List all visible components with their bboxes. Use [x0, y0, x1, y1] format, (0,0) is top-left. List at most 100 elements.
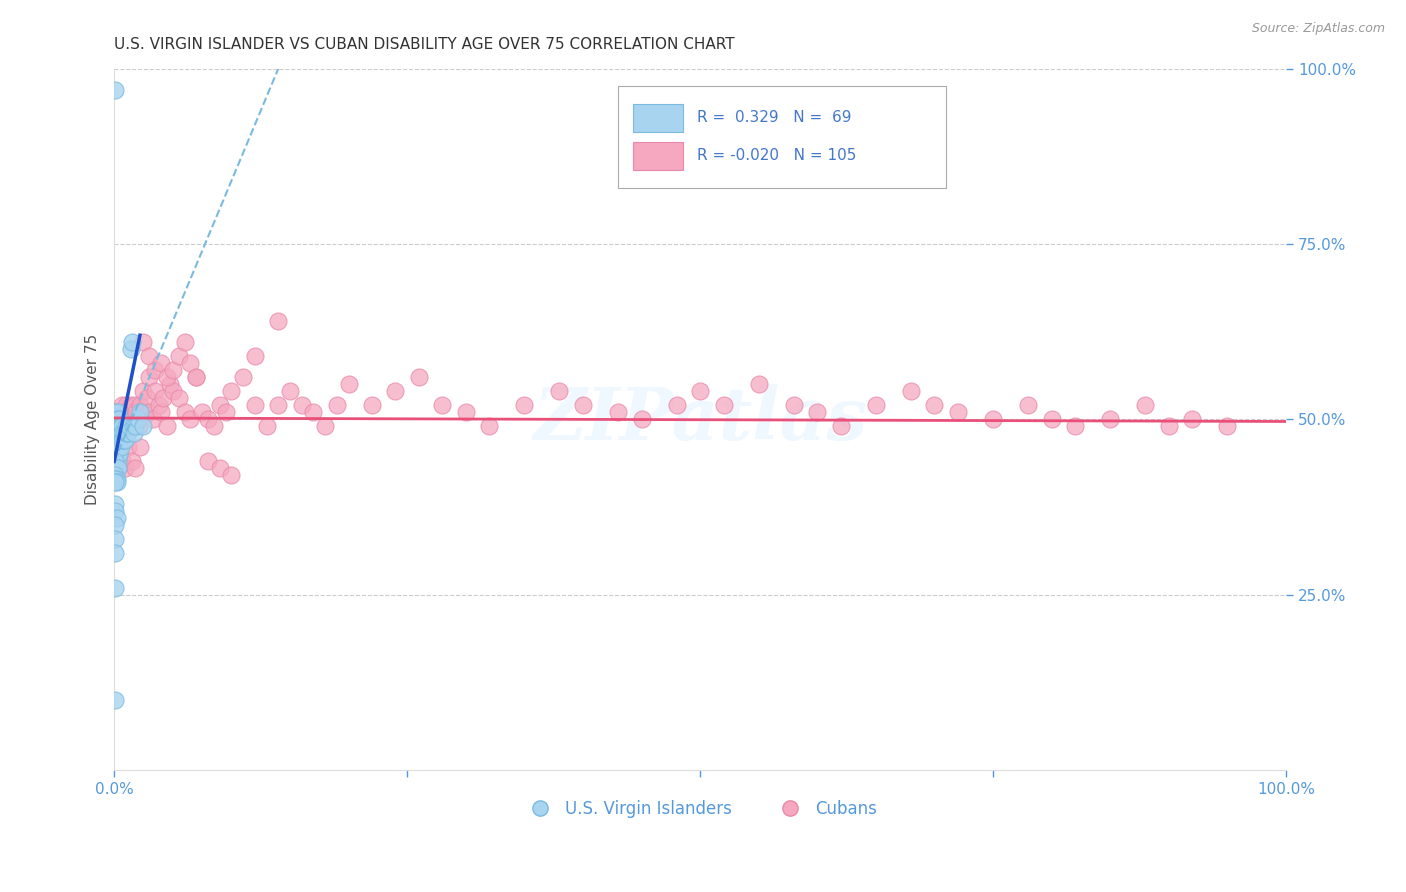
Point	[136, 392, 159, 406]
Point	[108, 441, 131, 455]
Point	[548, 384, 571, 399]
Point	[107, 454, 129, 468]
Point	[115, 426, 138, 441]
Point	[108, 412, 131, 426]
Point	[108, 405, 131, 419]
Point	[104, 454, 127, 468]
Point	[124, 461, 146, 475]
Point	[118, 419, 141, 434]
Point	[143, 384, 166, 399]
Point	[107, 441, 129, 455]
Point	[104, 472, 127, 486]
Point	[118, 419, 141, 434]
Point	[104, 434, 127, 448]
Point	[122, 412, 145, 426]
Point	[104, 517, 127, 532]
Point	[105, 510, 128, 524]
Point	[110, 434, 132, 448]
Point	[115, 426, 138, 441]
Point	[156, 370, 179, 384]
Point	[104, 503, 127, 517]
Point	[107, 405, 129, 419]
Point	[326, 398, 349, 412]
Point	[865, 398, 887, 412]
Point	[162, 363, 184, 377]
Text: R =  0.329   N =  69: R = 0.329 N = 69	[696, 111, 851, 126]
Point	[129, 398, 152, 412]
Point	[665, 398, 688, 412]
Point	[108, 426, 131, 441]
Point	[104, 426, 127, 441]
Point	[127, 412, 149, 426]
Point	[104, 475, 127, 490]
Point	[120, 398, 142, 412]
Point	[104, 419, 127, 434]
Point	[202, 419, 225, 434]
Point	[124, 419, 146, 434]
Y-axis label: Disability Age Over 75: Disability Age Over 75	[86, 334, 100, 505]
Point	[121, 405, 143, 419]
Text: Source: ZipAtlas.com: Source: ZipAtlas.com	[1251, 22, 1385, 36]
Point	[115, 405, 138, 419]
Point	[806, 405, 828, 419]
Point	[232, 370, 254, 384]
Point	[924, 398, 946, 412]
Point	[132, 419, 155, 434]
Point	[783, 398, 806, 412]
Point	[384, 384, 406, 399]
Point	[108, 434, 131, 448]
Point	[630, 412, 652, 426]
Point	[117, 426, 139, 441]
Point	[179, 356, 201, 370]
Point	[243, 398, 266, 412]
Point	[167, 349, 190, 363]
Point	[105, 441, 128, 455]
Point	[122, 419, 145, 434]
Point	[513, 398, 536, 412]
Point	[128, 419, 150, 434]
Point	[111, 398, 134, 412]
Point	[138, 405, 160, 419]
Point	[150, 356, 173, 370]
Point	[129, 441, 152, 455]
Point	[105, 472, 128, 486]
Bar	[633, 103, 682, 132]
Point	[408, 370, 430, 384]
Point	[191, 405, 214, 419]
Point	[108, 412, 131, 426]
Point	[117, 441, 139, 455]
Point	[105, 434, 128, 448]
Point	[946, 405, 969, 419]
Point	[129, 405, 152, 419]
Point	[105, 412, 128, 426]
Point	[1099, 412, 1122, 426]
Point	[132, 405, 155, 419]
Point	[1017, 398, 1039, 412]
Point	[173, 405, 195, 419]
Point	[121, 335, 143, 350]
Point	[112, 426, 135, 441]
Point	[256, 419, 278, 434]
Point	[114, 461, 136, 475]
Point	[104, 405, 127, 419]
Point	[900, 384, 922, 399]
Point	[748, 377, 770, 392]
Point	[243, 349, 266, 363]
Point	[221, 384, 243, 399]
Point	[132, 335, 155, 350]
Point	[111, 454, 134, 468]
Point	[197, 454, 219, 468]
Point	[156, 419, 179, 434]
Point	[197, 412, 219, 426]
Point	[122, 426, 145, 441]
Legend: U.S. Virgin Islanders, Cubans: U.S. Virgin Islanders, Cubans	[516, 794, 883, 825]
Point	[432, 398, 454, 412]
Point	[110, 426, 132, 441]
Point	[122, 419, 145, 434]
Point	[454, 405, 477, 419]
Point	[117, 412, 139, 426]
Point	[830, 419, 852, 434]
Point	[1064, 419, 1087, 434]
Point	[108, 419, 131, 434]
Point	[1040, 412, 1063, 426]
